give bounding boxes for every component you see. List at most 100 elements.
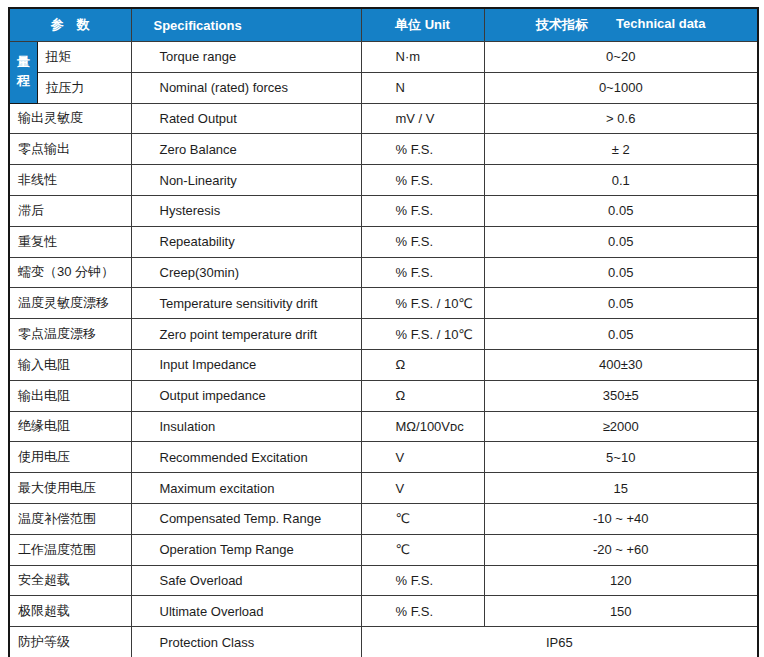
table-row: 安全超载 Safe Overload % F.S. 120	[9, 565, 758, 596]
table-row: 温度灵敏度漂移 Temperature sensitivity drift % …	[9, 288, 758, 319]
spec-cell: Nominal (rated) forces	[131, 72, 361, 103]
spec-cell: Operation Temp Range	[131, 534, 361, 565]
param-cell: 防护等级	[9, 627, 131, 657]
value-cell: ≥2000	[484, 411, 758, 442]
param-cell: 使用电压	[9, 442, 131, 473]
table-row: 量 程 扭矩 Torque range N·m 0~20	[9, 42, 758, 73]
value-cell: 0.05	[484, 319, 758, 350]
table-row: 极限超载 Ultimate Overload % F.S. 150	[9, 596, 758, 627]
table-row: 温度补偿范围 Compensated Temp. Range ℃ -10 ~ +…	[9, 503, 758, 534]
unit-cell: ℃	[361, 503, 484, 534]
unit-cell: ℃	[361, 534, 484, 565]
header-specifications: Specifications	[131, 8, 361, 42]
spec-cell: Creep(30min)	[131, 257, 361, 288]
spec-cell: Torque range	[131, 42, 361, 73]
spec-cell: Recommended Excitation	[131, 442, 361, 473]
param-cell: 扭矩	[37, 42, 131, 73]
param-cell: 最大使用电压	[9, 473, 131, 504]
value-cell: -10 ~ +40	[484, 503, 758, 534]
unit-cell: Ω	[361, 349, 484, 380]
value-cell: > 0.6	[484, 103, 758, 134]
unit-cell: % F.S.	[361, 195, 484, 226]
spec-cell: Output impedance	[131, 380, 361, 411]
header-unit: 单位 Unit	[361, 8, 484, 42]
param-cell: 重复性	[9, 226, 131, 257]
spec-sheet-page: 参 数 Specifications 单位 Unit 技术指标 Technica…	[0, 0, 764, 657]
spec-cell: Protection Class	[131, 627, 361, 657]
value-cell: 0.05	[484, 226, 758, 257]
spec-cell: Maximum excitation	[131, 473, 361, 504]
header-row: 参 数 Specifications 单位 Unit 技术指标 Technica…	[9, 8, 758, 42]
param-cell: 蠕变（30 分钟）	[9, 257, 131, 288]
spec-cell: Input Impedance	[131, 349, 361, 380]
table-row: 蠕变（30 分钟） Creep(30min) % F.S. 0.05	[9, 257, 758, 288]
value-cell: 5~10	[484, 442, 758, 473]
header-param: 参 数	[9, 8, 131, 42]
unit-cell: % F.S.	[361, 565, 484, 596]
param-cell: 绝缘电阻	[9, 411, 131, 442]
range-group-cell: 量 程	[9, 42, 37, 104]
value-cell: 400±30	[484, 349, 758, 380]
value-cell: 350±5	[484, 380, 758, 411]
spec-cell: Zero point temperature drift	[131, 319, 361, 350]
unit-cell: MΩ/100Vᴅᴄ	[361, 411, 484, 442]
table-row: 零点温度漂移 Zero point temperature drift % F.…	[9, 319, 758, 350]
unit-cell: Ω	[361, 380, 484, 411]
param-cell: 零点温度漂移	[9, 319, 131, 350]
header-technical-data-en: Technical data	[616, 16, 705, 34]
value-cell: 0~20	[484, 42, 758, 73]
value-cell: 0.1	[484, 165, 758, 196]
value-cell: 0.05	[484, 257, 758, 288]
table-row: 工作温度范围 Operation Temp Range ℃ -20 ~ +60	[9, 534, 758, 565]
unit-cell: % F.S.	[361, 134, 484, 165]
param-cell: 滞后	[9, 195, 131, 226]
table-row: 最大使用电压 Maximum excitation V 15	[9, 473, 758, 504]
spec-cell: Compensated Temp. Range	[131, 503, 361, 534]
spec-cell: Rated Output	[131, 103, 361, 134]
param-cell: 输出电阻	[9, 380, 131, 411]
param-cell: 非线性	[9, 165, 131, 196]
spec-cell: Safe Overload	[131, 565, 361, 596]
unit-cell: % F.S. / 10℃	[361, 319, 484, 350]
value-cell: ± 2	[484, 134, 758, 165]
value-cell: 0~1000	[484, 72, 758, 103]
value-cell-merged: IP65	[361, 627, 758, 657]
unit-cell: % F.S.	[361, 226, 484, 257]
table-row: 使用电压 Recommended Excitation V 5~10	[9, 442, 758, 473]
spec-cell: Non-Linearity	[131, 165, 361, 196]
spec-cell: Ultimate Overload	[131, 596, 361, 627]
table-row: 非线性 Non-Linearity % F.S. 0.1	[9, 165, 758, 196]
param-cell: 极限超载	[9, 596, 131, 627]
param-cell: 安全超载	[9, 565, 131, 596]
unit-cell: % F.S.	[361, 257, 484, 288]
value-cell: 120	[484, 565, 758, 596]
unit-cell: % F.S. / 10℃	[361, 288, 484, 319]
table-row: 输出电阻 Output impedance Ω 350±5	[9, 380, 758, 411]
param-cell: 零点输出	[9, 134, 131, 165]
spec-cell: Zero Balance	[131, 134, 361, 165]
header-technical-data-cn: 技术指标	[536, 16, 588, 34]
unit-cell: V	[361, 442, 484, 473]
unit-cell: % F.S.	[361, 165, 484, 196]
table-row: 零点输出 Zero Balance % F.S. ± 2	[9, 134, 758, 165]
unit-cell: mV / V	[361, 103, 484, 134]
unit-cell: % F.S.	[361, 596, 484, 627]
unit-cell: V	[361, 473, 484, 504]
param-cell: 拉压力	[37, 72, 131, 103]
table-row: 输出灵敏度 Rated Output mV / V > 0.6	[9, 103, 758, 134]
param-cell: 输入电阻	[9, 349, 131, 380]
table-row: 防护等级 Protection Class IP65	[9, 627, 758, 657]
header-technical-data: 技术指标 Technical data	[484, 8, 758, 42]
value-cell: 150	[484, 596, 758, 627]
spec-cell: Hysteresis	[131, 195, 361, 226]
spec-cell: Repeatability	[131, 226, 361, 257]
spec-cell: Insulation	[131, 411, 361, 442]
param-cell: 温度补偿范围	[9, 503, 131, 534]
value-cell: 0.05	[484, 288, 758, 319]
table-row: 绝缘电阻 Insulation MΩ/100Vᴅᴄ ≥2000	[9, 411, 758, 442]
table-row: 重复性 Repeatability % F.S. 0.05	[9, 226, 758, 257]
param-cell: 工作温度范围	[9, 534, 131, 565]
unit-cell: N	[361, 72, 484, 103]
table-row: 输入电阻 Input Impedance Ω 400±30	[9, 349, 758, 380]
specifications-table: 参 数 Specifications 单位 Unit 技术指标 Technica…	[8, 7, 759, 657]
